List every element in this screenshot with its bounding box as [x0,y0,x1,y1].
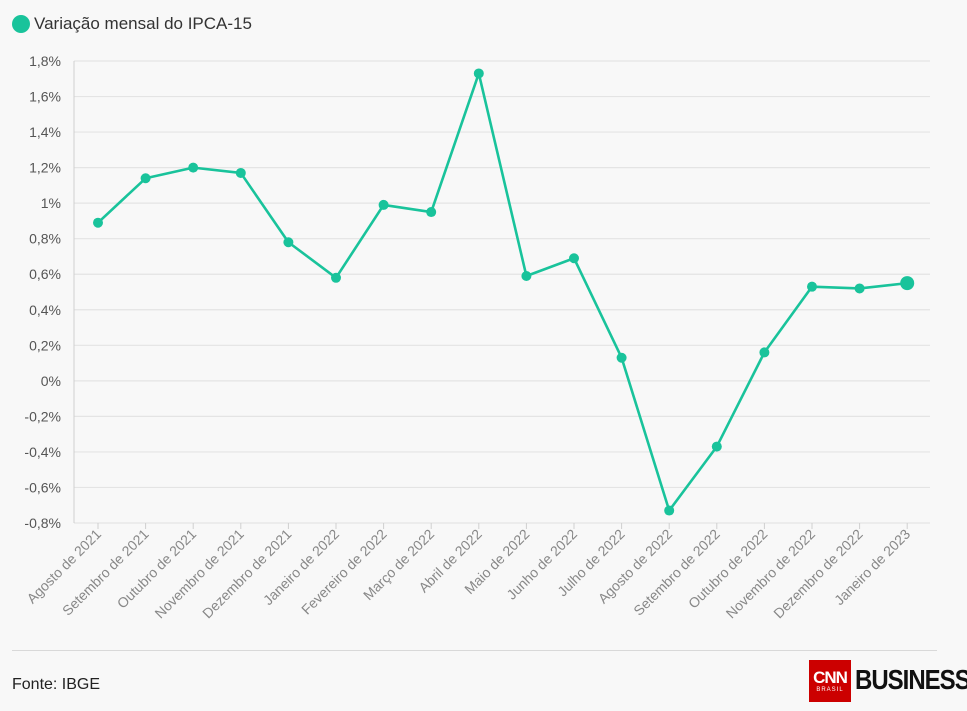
data-point [235,167,246,178]
x-tick-label: Novembro de 2022 [723,526,819,622]
cnn-logo-subtext: BRASIL [816,686,844,693]
y-tick-label: -0,6% [24,479,61,495]
y-tick-label: 0,6% [29,266,61,282]
data-point [900,276,915,291]
data-point [473,68,484,79]
x-tick-label: Novembro de 2021 [151,526,247,622]
legend-label: Variação mensal do IPCA-15 [34,14,252,33]
data-point [140,173,151,184]
x-tick-label: Setembro de 2021 [59,526,152,619]
y-tick-label: 1,4% [29,124,61,140]
data-point [331,272,341,283]
data-point [807,281,817,292]
y-tick-label: 1,6% [29,89,61,105]
y-tick-label: -0,8% [24,515,61,531]
y-tick-label: 0,2% [29,337,61,353]
business-logo-text: BUSINESS [855,664,967,696]
legend-marker-icon [12,15,30,33]
data-point [759,347,770,358]
data-point [283,237,294,248]
y-tick-label: -0,2% [24,408,61,424]
x-tick-label: Setembro de 2022 [630,526,723,619]
y-tick-label: 0,8% [29,231,61,247]
line-chart: 1,8% 1,6% 1,4% 1,2% 1% 0,8% 0,6% 0,4% 0,2% 0% -0,2… [23,53,930,622]
data-point [378,199,389,210]
series-line [97,72,908,512]
source-note: Fonte: IBGE [12,676,101,693]
data-point [711,441,722,452]
y-tick-label: 0,4% [29,302,61,318]
y-tick-label: 1,2% [29,160,61,176]
y-tick-label: 1,8% [29,53,61,69]
x-tick-label: Dezembro de 2022 [770,526,866,622]
cnn-business-logo: CNN BRASIL BUSINESS [809,660,967,702]
data-point [188,162,199,173]
data-point [616,352,627,363]
data-point [426,207,437,218]
data-point [93,217,103,228]
cnn-logo-box: CNN BRASIL [809,660,851,702]
y-tick-label: 0% [41,373,61,389]
x-tick-label: Dezembro de 2021 [199,526,295,622]
x-tick-label: Fevereiro de 2022 [298,526,390,618]
data-point [521,271,532,282]
data-point [569,253,579,264]
cnn-logo-text: CNN [813,667,848,687]
footer-divider [12,650,937,651]
y-tick-label: -0,4% [24,444,61,460]
chart-legend: Variação mensal do IPCA-15 [12,14,252,34]
data-point [854,283,865,294]
y-tick-label: 1% [41,195,61,211]
data-point [664,505,675,516]
